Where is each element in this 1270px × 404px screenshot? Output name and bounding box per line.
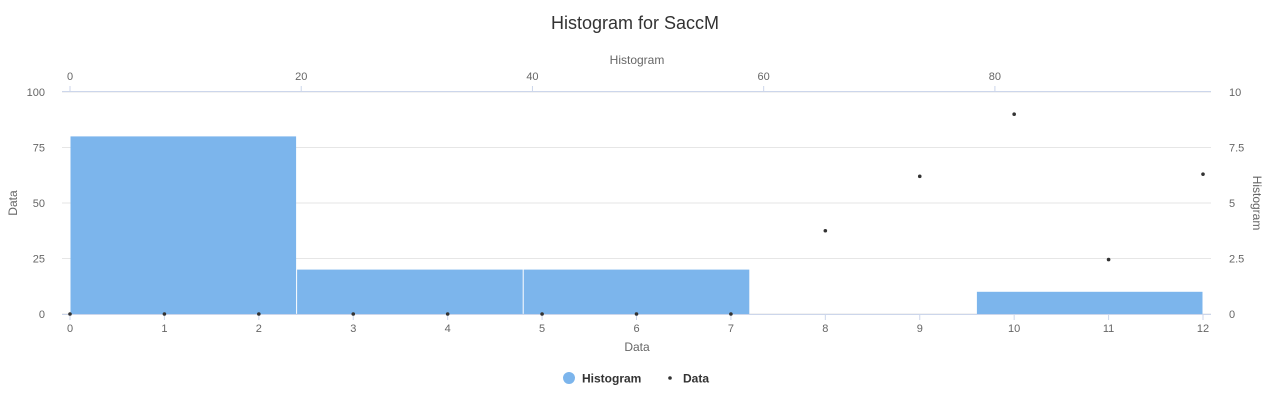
data-point-7: [729, 312, 733, 316]
bottom-tick-label-12: 12: [1197, 323, 1209, 335]
bottom-tick-label-1: 1: [161, 323, 167, 335]
left-tick-label-4: 100: [27, 87, 45, 99]
bottom-tick-label-8: 8: [822, 323, 828, 335]
data-point-11: [1106, 257, 1111, 262]
legend-data-label[interactable]: Data: [683, 372, 709, 386]
tick-labels: 0 1 2 3 4 5 6 7 8 9 10 11 120 20 40 60 80025507510002.55…: [27, 71, 1245, 335]
bottom-tick-label-11: 11: [1103, 323, 1114, 335]
left-tick-label-2: 50: [33, 198, 45, 210]
data-point-12: [1201, 172, 1205, 176]
data-point-1: [162, 312, 167, 316]
data-point-3: [351, 312, 356, 316]
bottom-tick-label-7: 7: [728, 323, 734, 335]
data-point-10: [1012, 112, 1016, 116]
data-point-0: [68, 312, 72, 316]
data-point-5: [540, 312, 544, 316]
left-axis-title: Data: [6, 190, 20, 216]
bottom-tick-label-6: 6: [633, 323, 639, 335]
legend-histogram-label[interactable]: Histogram: [582, 372, 641, 386]
right-tick-label-2: 5: [1229, 198, 1235, 210]
bottom-tick-label-5: 5: [539, 323, 545, 335]
legend-data-marker: [668, 376, 672, 380]
chart-title: Histogram for SaccM: [551, 13, 719, 33]
legend-item-histogram[interactable]: Histogram: [563, 372, 641, 386]
left-tick-label-1: 25: [33, 254, 45, 266]
right-tick-label-1: 2.5: [1229, 254, 1244, 266]
histogram-bars: [70, 136, 1203, 314]
left-tick-label-3: 75: [33, 143, 45, 155]
data-point-8: [823, 228, 828, 233]
right-tick-label-0: 0: [1229, 309, 1235, 321]
top-tick-label-3: 60: [758, 71, 770, 83]
right-tick-label-3: 7.5: [1229, 143, 1244, 155]
top-tick-label-4: 80: [989, 71, 1001, 83]
bottom-tick-label-10: 10: [1008, 323, 1020, 335]
data-point-4: [445, 312, 450, 316]
bottom-tick-label-9: 9: [917, 323, 923, 335]
data-point-2: [257, 312, 261, 316]
legend-item-data[interactable]: Data: [668, 372, 709, 386]
right-axis-title: Histogram: [1250, 176, 1264, 231]
left-tick-label-0: 0: [39, 309, 45, 321]
bottom-tick-label-4: 4: [445, 323, 451, 335]
top-tick-label-2: 40: [526, 71, 538, 83]
data-points: [68, 112, 1205, 316]
histogram-bar-0: [70, 136, 297, 314]
bottom-tick-label-2: 2: [256, 323, 262, 335]
histogram-bar-1: [297, 269, 523, 314]
bottom-axis-title: Data: [624, 340, 650, 354]
legend[interactable]: Histogram Data: [563, 372, 709, 386]
data-point-9: [917, 174, 922, 179]
data-point-6: [634, 312, 639, 316]
right-tick-label-4: 10: [1229, 87, 1241, 99]
histogram-bar-4: [976, 291, 1203, 314]
legend-histogram-marker: [563, 372, 575, 384]
top-tick-label-1: 20: [295, 71, 307, 83]
bottom-tick-label-0: 0: [67, 323, 73, 335]
top-tick-label-0: 0: [67, 71, 73, 83]
histogram-bar-2: [523, 269, 750, 314]
top-axis-title: Histogram: [610, 53, 665, 67]
bottom-tick-label-3: 3: [350, 323, 356, 335]
